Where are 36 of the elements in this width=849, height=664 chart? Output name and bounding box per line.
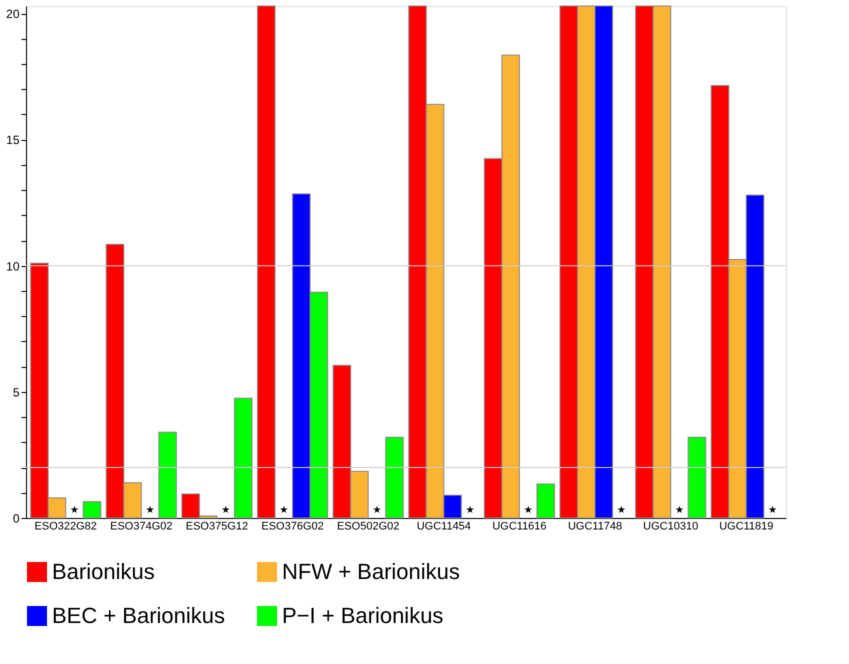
annotation: ★ <box>146 505 155 516</box>
bar <box>385 436 404 518</box>
bar <box>257 6 276 518</box>
bar <box>82 501 102 518</box>
y-tick-label: 10 <box>6 259 20 274</box>
x-tick-label: UGC11454 <box>416 520 471 532</box>
annotation: ★ <box>674 505 684 516</box>
x-tick-label: UGC11748 <box>568 520 622 532</box>
y-tick-label: 5 <box>12 385 20 400</box>
bar <box>536 483 555 518</box>
x-tick-label: ESO322G82 <box>34 520 97 532</box>
legend-label: BEC + Barionikus <box>52 603 226 628</box>
annotation: ★ <box>616 505 626 516</box>
x-tick-label: ESO502G02 <box>337 520 400 532</box>
x-tick-label: UGC11819 <box>719 520 774 532</box>
bar <box>688 436 706 518</box>
legend-label: NFW + Barionikus <box>282 559 460 584</box>
annotation: ★ <box>279 505 288 516</box>
x-tick-label: ESO374G02 <box>110 520 173 532</box>
x-tick-label: ESO375G12 <box>186 520 248 532</box>
annotation: ★ <box>70 505 79 516</box>
x-tick-label: UGC11616 <box>492 520 547 532</box>
legend-label: Barionikus <box>52 559 155 584</box>
annotation: ★ <box>372 505 382 516</box>
legend-label: P−I + Barionikus <box>282 603 444 628</box>
x-tick-label: ESO376G02 <box>261 520 324 532</box>
y-tick-label: 20 <box>6 7 20 22</box>
bar <box>234 398 252 518</box>
annotation: ★ <box>221 505 230 516</box>
y-tick-label: 0 <box>12 512 20 526</box>
x-tick-label: UGC10310 <box>643 520 698 532</box>
annotation: ★ <box>768 505 778 516</box>
annotation: ★ <box>524 505 533 516</box>
bar <box>158 432 177 518</box>
annotation: ★ <box>466 505 475 516</box>
y-tick-label: 15 <box>6 133 20 148</box>
